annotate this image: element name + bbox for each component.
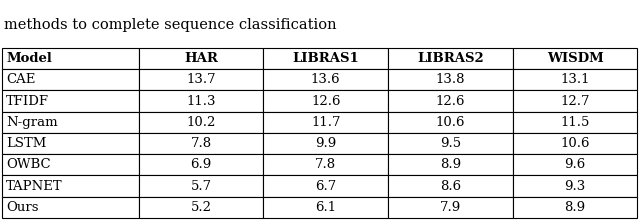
Text: Ours: Ours <box>6 201 38 214</box>
Bar <box>388 133 513 154</box>
Bar <box>513 48 637 69</box>
Bar <box>513 197 637 218</box>
Text: TFIDF: TFIDF <box>6 95 49 108</box>
Text: WISDM: WISDM <box>547 52 604 65</box>
Text: 9.5: 9.5 <box>440 137 461 150</box>
Text: 11.3: 11.3 <box>186 95 216 108</box>
Text: 10.2: 10.2 <box>186 116 216 129</box>
Bar <box>388 176 513 197</box>
Bar <box>264 133 388 154</box>
Text: 6.1: 6.1 <box>315 201 336 214</box>
Text: LIBRAS2: LIBRAS2 <box>417 52 484 65</box>
Bar <box>513 154 637 176</box>
Bar <box>2 133 139 154</box>
Text: 9.9: 9.9 <box>315 137 337 150</box>
Bar <box>513 133 637 154</box>
Text: LSTM: LSTM <box>6 137 46 150</box>
Text: 6.7: 6.7 <box>315 180 337 193</box>
Bar <box>139 197 264 218</box>
Text: 12.7: 12.7 <box>560 95 590 108</box>
Text: 13.6: 13.6 <box>311 73 340 86</box>
Bar <box>139 48 264 69</box>
Text: 6.9: 6.9 <box>191 158 212 171</box>
Text: 7.9: 7.9 <box>440 201 461 214</box>
Bar <box>139 112 264 133</box>
Bar <box>513 90 637 112</box>
Bar <box>513 69 637 90</box>
Text: CAE: CAE <box>6 73 35 86</box>
Text: 10.6: 10.6 <box>436 116 465 129</box>
Text: OWBC: OWBC <box>6 158 51 171</box>
Bar <box>2 112 139 133</box>
Text: 9.6: 9.6 <box>564 158 586 171</box>
Bar <box>139 154 264 176</box>
Bar <box>139 90 264 112</box>
Text: N-gram: N-gram <box>6 116 58 129</box>
Bar <box>388 90 513 112</box>
Text: 9.3: 9.3 <box>564 180 586 193</box>
Text: 11.5: 11.5 <box>561 116 589 129</box>
Bar <box>2 176 139 197</box>
Text: 13.1: 13.1 <box>560 73 590 86</box>
Bar <box>139 176 264 197</box>
Text: TAPNET: TAPNET <box>6 180 63 193</box>
Bar <box>2 197 139 218</box>
Bar <box>388 197 513 218</box>
Bar <box>513 176 637 197</box>
Bar <box>264 90 388 112</box>
Text: 11.7: 11.7 <box>311 116 340 129</box>
Text: 13.7: 13.7 <box>186 73 216 86</box>
Text: 8.9: 8.9 <box>564 201 586 214</box>
Text: 5.7: 5.7 <box>191 180 212 193</box>
Text: HAR: HAR <box>184 52 218 65</box>
Text: 8.6: 8.6 <box>440 180 461 193</box>
Text: 5.2: 5.2 <box>191 201 212 214</box>
Bar <box>2 48 139 69</box>
Bar <box>388 48 513 69</box>
Text: Model: Model <box>6 52 52 65</box>
Text: 7.8: 7.8 <box>315 158 336 171</box>
Text: LIBRAS1: LIBRAS1 <box>292 52 359 65</box>
Bar <box>388 154 513 176</box>
Bar <box>264 176 388 197</box>
Text: 10.6: 10.6 <box>560 137 590 150</box>
Bar <box>388 69 513 90</box>
Bar <box>264 154 388 176</box>
Bar <box>264 69 388 90</box>
Bar <box>388 112 513 133</box>
Text: 12.6: 12.6 <box>311 95 340 108</box>
Bar <box>513 112 637 133</box>
Text: methods to complete sequence classification: methods to complete sequence classificat… <box>4 18 337 32</box>
Bar <box>139 133 264 154</box>
Text: 8.9: 8.9 <box>440 158 461 171</box>
Bar <box>264 197 388 218</box>
Bar <box>2 90 139 112</box>
Bar <box>264 48 388 69</box>
Text: 12.6: 12.6 <box>436 95 465 108</box>
Text: 7.8: 7.8 <box>191 137 212 150</box>
Text: 13.8: 13.8 <box>436 73 465 86</box>
Bar <box>2 154 139 176</box>
Bar <box>264 112 388 133</box>
Bar <box>139 69 264 90</box>
Bar <box>2 69 139 90</box>
